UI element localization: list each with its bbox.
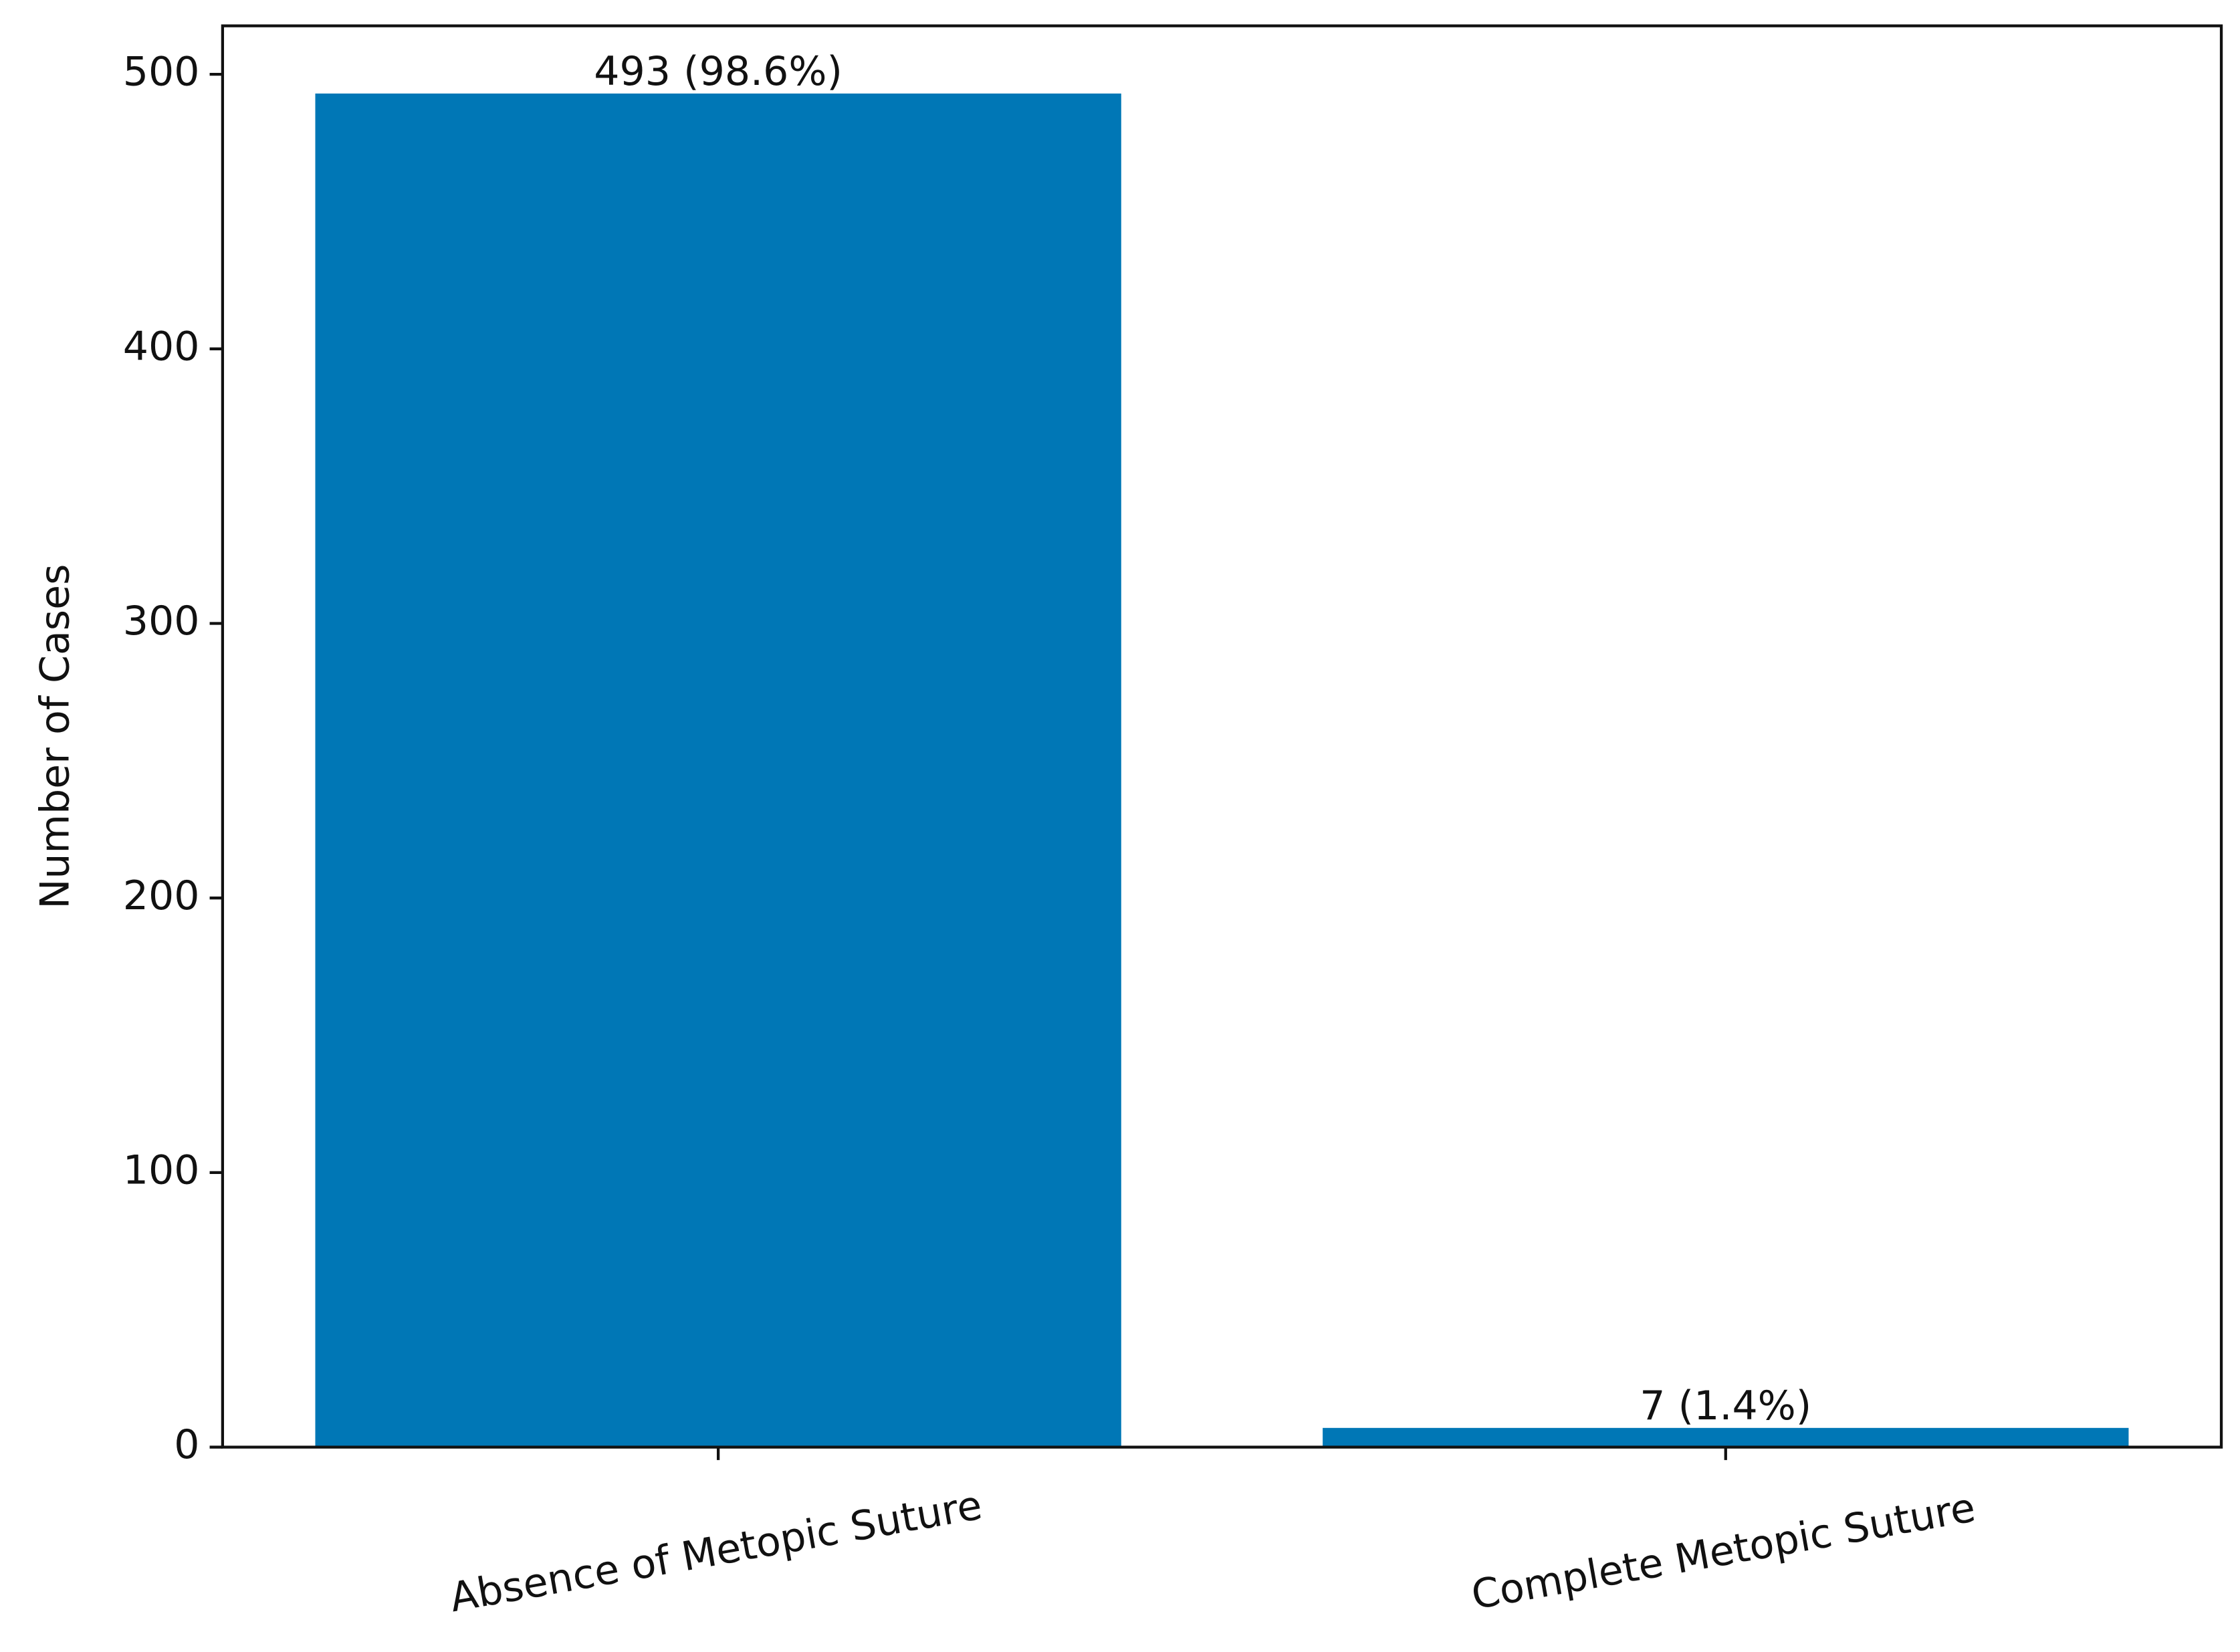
y-tick-label: 300: [123, 598, 200, 644]
y-tick-label: 0: [174, 1421, 199, 1468]
y-tick-label: 400: [123, 323, 200, 370]
bar: [315, 93, 1121, 1447]
y-tick-label: 500: [123, 49, 200, 96]
y-tick-label: 200: [123, 872, 200, 919]
value-label: 7 (1.4%): [1640, 1383, 1811, 1429]
bar: [1323, 1427, 2129, 1447]
plot-frame: [221, 24, 2223, 1449]
y-tick-label: 100: [123, 1147, 200, 1193]
y-axis-label: Number of Cases: [32, 564, 79, 909]
value-label: 493 (98.6%): [594, 48, 843, 95]
